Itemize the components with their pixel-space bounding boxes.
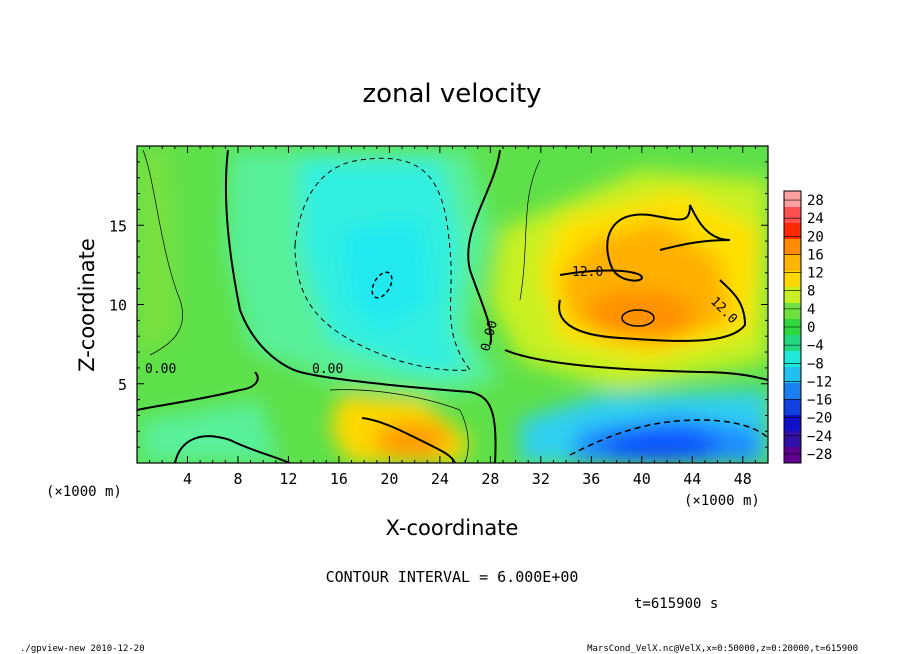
colorbar-band xyxy=(784,383,801,400)
field-neg-bottomright-min xyxy=(600,430,720,460)
x-tick-label: 32 xyxy=(532,470,550,488)
x-tick-label: 16 xyxy=(330,470,348,488)
y-tick-label: 15 xyxy=(109,217,127,235)
contour-label-mid: 0.00 xyxy=(312,362,343,377)
colorbar-label: −28 xyxy=(807,447,832,463)
colorbar-band xyxy=(784,223,801,240)
colorbar-band xyxy=(784,415,801,432)
contour-zero-bottomleft xyxy=(137,371,259,411)
x-axis-label: X-coordinate xyxy=(386,516,519,540)
x-tick-label: 20 xyxy=(380,470,398,488)
contour-12-lower xyxy=(558,279,747,342)
contour-thin-1 xyxy=(142,149,183,356)
colorbar-band xyxy=(784,431,801,448)
colorbar-label: −12 xyxy=(807,374,832,390)
colorbar: 28 24 20 16 12 8 4 0 −4 −8 −12 −16 −20 −24 −28 xyxy=(783,190,832,464)
x-tick-label: 44 xyxy=(683,470,701,488)
y-tick-label: 10 xyxy=(109,297,127,315)
colorbar-band xyxy=(784,303,801,320)
colorbar-label: 20 xyxy=(807,229,824,245)
contour-neg-6-bottom xyxy=(569,419,768,456)
x-unit-right: (×1000 m) xyxy=(684,493,760,509)
footer-left: ./gpview-new 2010-12-20 xyxy=(20,644,145,654)
colorbar-band xyxy=(784,399,801,416)
colorbar-label: 16 xyxy=(807,247,824,263)
colorbar-band xyxy=(784,239,801,256)
colorbar-band xyxy=(784,207,801,224)
contour-bottom-pos xyxy=(361,417,456,463)
time-text: t=615900 s xyxy=(634,596,718,612)
colorbar-band xyxy=(784,271,801,288)
x-tick-label: 8 xyxy=(233,470,242,488)
y-tick-labels: 5 10 15 xyxy=(109,217,127,394)
contour-12-upper xyxy=(559,204,731,282)
colorbar-band xyxy=(784,191,801,208)
x-unit-left: (×1000 m) xyxy=(46,484,122,500)
y-axis-label: Z-coordinate xyxy=(75,238,99,372)
contour-zero-bottom xyxy=(174,435,291,463)
x-tick-label: 12 xyxy=(279,470,297,488)
contour-interval-text: CONTOUR INTERVAL = 6.000E+00 xyxy=(326,568,579,586)
colorbar-label: 24 xyxy=(807,211,824,227)
y-tick-label: 5 xyxy=(118,376,127,394)
colorbar-band xyxy=(784,287,801,304)
contour-zero-left xyxy=(224,149,497,463)
colorbar-band xyxy=(784,447,801,464)
x-tick-labels: 4 8 12 16 20 24 28 32 36 40 44 48 xyxy=(183,470,752,488)
x-tick-label: 48 xyxy=(734,470,752,488)
colorbar-band xyxy=(784,255,801,272)
x-tick-label: 36 xyxy=(582,470,600,488)
field-pos-core xyxy=(585,290,695,340)
contour-neg-6-center xyxy=(294,157,471,371)
contour-label-12a: 12.0 xyxy=(572,265,603,280)
footer-right: MarsCond_VelX.nc@VelX,x=0:50000,z=0:2000… xyxy=(587,644,858,654)
field-left-strip xyxy=(137,150,180,360)
colorbar-label: 4 xyxy=(807,302,815,318)
x-tick-label: 4 xyxy=(183,470,192,488)
plot-area: 0.00 0.00 0.00 12.0 12.0 xyxy=(137,146,768,463)
colorbar-label: −24 xyxy=(807,429,832,445)
colorbar-label: 28 xyxy=(807,193,824,209)
x-tick-label: 24 xyxy=(431,470,449,488)
x-tick-label: 28 xyxy=(481,470,499,488)
contour-thin-2 xyxy=(519,159,541,301)
contour-thin-3 xyxy=(329,389,469,463)
x-tick-label: 40 xyxy=(633,470,651,488)
velocity-field xyxy=(137,150,768,463)
colorbar-label: 12 xyxy=(807,266,824,282)
field-pos-bottom-core xyxy=(374,422,450,458)
colorbar-label: −20 xyxy=(807,411,832,427)
colorbar-band xyxy=(784,367,801,384)
contour-18 xyxy=(621,309,655,327)
axis-ticks xyxy=(136,145,769,464)
colorbar-label: −8 xyxy=(807,356,824,372)
chart-title: zonal velocity xyxy=(362,79,541,109)
contour-zero-right-lower xyxy=(504,349,768,381)
contour-neg-12-center xyxy=(371,271,393,299)
colorbar-label: −16 xyxy=(807,393,832,409)
colorbar-band xyxy=(784,335,801,352)
colorbar-label: −4 xyxy=(807,338,824,354)
colorbar-band xyxy=(784,351,801,368)
contour-lines xyxy=(137,149,768,463)
contour-label-left: 0.00 xyxy=(145,362,176,377)
colorbar-label: 8 xyxy=(807,284,815,300)
field-neg-inner xyxy=(340,220,430,330)
contour-zero-right xyxy=(467,149,501,346)
colorbar-label: 0 xyxy=(807,320,815,336)
